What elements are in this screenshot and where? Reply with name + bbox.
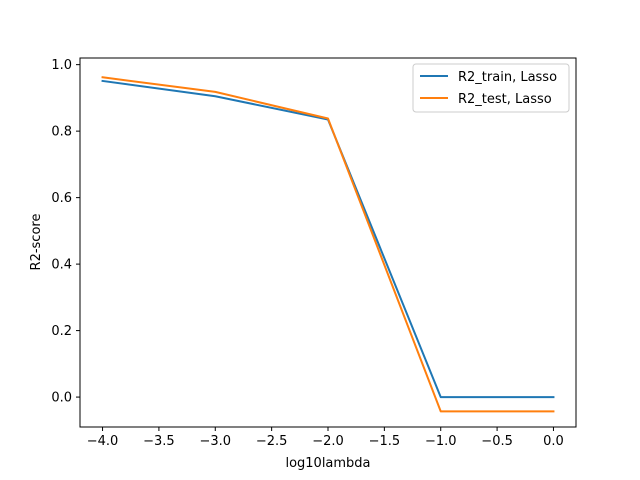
series-layer <box>101 76 555 413</box>
x-tick-label: −1.0 <box>425 434 457 449</box>
plot-background <box>80 58 576 427</box>
y-axis-ticks: 0.0 0.2 0.4 0.6 0.8 1.0 <box>51 58 80 406</box>
series-line-1 <box>101 76 555 413</box>
x-tick-label: −0.5 <box>481 434 513 449</box>
x-axis-ticks: −4.0 −3.5 −3.0 −2.5 −2.0 −1.5 −1.0 −0.5 0.0 <box>87 427 564 449</box>
x-tick-label: 0.0 <box>543 434 564 449</box>
x-tick-label: −3.0 <box>199 434 231 449</box>
x-tick-label: −2.0 <box>312 434 344 449</box>
y-tick-label: 0.2 <box>51 324 72 339</box>
x-tick-label: −1.5 <box>369 434 401 449</box>
y-tick-label: 0.8 <box>51 125 72 140</box>
legend-label-train: R2_train, Lasso <box>458 70 557 85</box>
legend: R2_train, Lasso R2_test, Lasso <box>412 63 570 113</box>
y-tick-label: 0.0 <box>51 391 72 406</box>
y-axis-label: R2-score <box>29 214 44 271</box>
y-tick-label: 1.0 <box>51 58 72 73</box>
legend-box <box>412 63 570 113</box>
x-axis-label: log10lambda <box>285 456 370 471</box>
legend-label-test: R2_test, Lasso <box>458 92 552 107</box>
x-tick-label: −4.0 <box>87 434 119 449</box>
y-tick-label: 0.6 <box>51 191 72 206</box>
x-tick-label: −2.5 <box>256 434 288 449</box>
x-tick-label: −3.5 <box>143 434 175 449</box>
y-tick-label: 0.4 <box>51 258 72 273</box>
